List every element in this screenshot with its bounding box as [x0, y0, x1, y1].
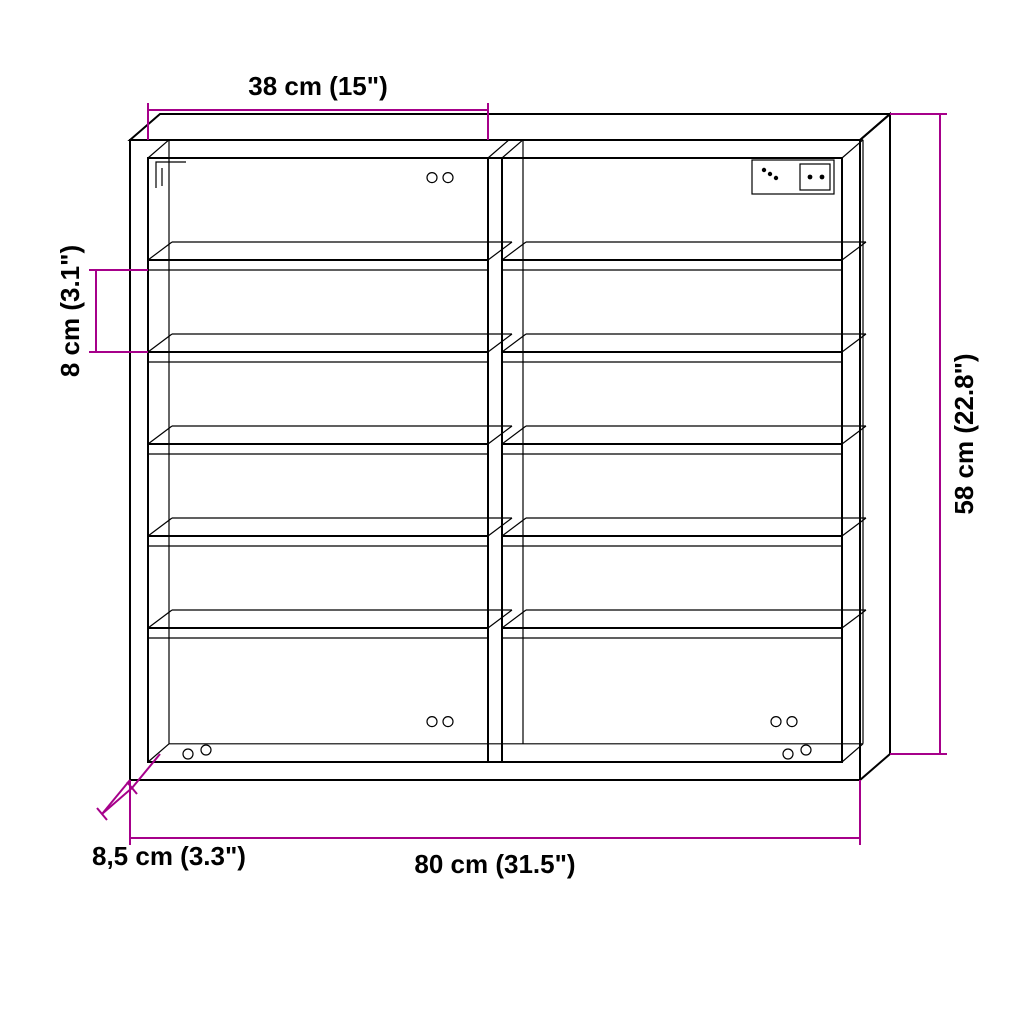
cabinet: [130, 114, 890, 780]
dim-shelf-gap: 8 cm (3.1"): [55, 245, 85, 377]
dimensions: 38 cm (15") 80 cm (31.5") 58 cm (22.8") 8 c…: [55, 71, 979, 879]
dim-depth: 8,5 cm (3.3"): [92, 841, 246, 871]
dim-inner-width: 38 cm (15"): [248, 71, 388, 101]
dimension-diagram: 38 cm (15") 80 cm (31.5") 58 cm (22.8") 8 c…: [0, 0, 1024, 1024]
dim-total-height: 58 cm (22.8"): [949, 353, 979, 514]
dim-total-width: 80 cm (31.5"): [414, 849, 575, 879]
